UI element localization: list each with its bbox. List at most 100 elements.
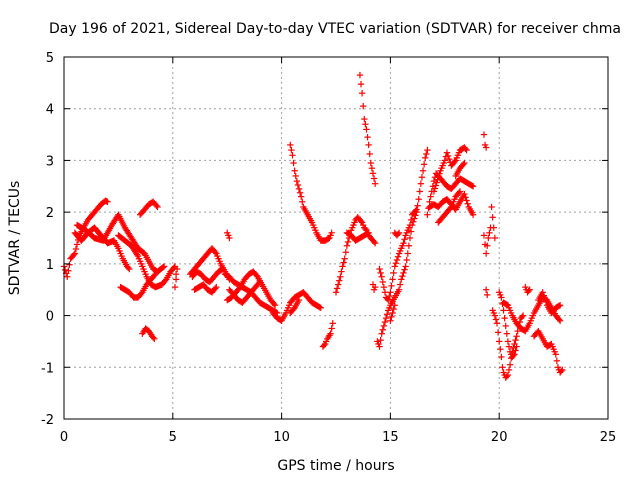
data-point-marker [430, 177, 438, 185]
data-point-marker [510, 352, 517, 359]
data-point-marker [328, 229, 335, 237]
data-point-marker [444, 152, 452, 160]
data-point-marker [383, 311, 391, 318]
data-point-marker [493, 320, 501, 327]
data-point-marker [427, 193, 434, 200]
data-point-marker [338, 268, 345, 275]
data-point-marker [357, 217, 365, 225]
data-point-marker [436, 170, 443, 177]
data-point-marker [434, 176, 441, 183]
data-point-marker [392, 260, 400, 267]
y-tick-label: 4 [46, 103, 54, 118]
data-point-marker [344, 238, 352, 246]
data-point-marker [334, 281, 342, 288]
data-point-marker [291, 167, 298, 174]
data-point-marker [541, 295, 549, 302]
data-point-marker [406, 234, 414, 242]
data-point-marker [386, 292, 393, 300]
data-point-marker [461, 159, 468, 167]
data-point-marker [503, 373, 511, 380]
data-point-marker [464, 200, 471, 207]
data-point-marker [431, 185, 439, 192]
data-point-marker [501, 314, 508, 322]
data-point-marker [133, 251, 141, 258]
data-point-marker [173, 265, 181, 273]
data-point-marker [253, 272, 260, 279]
data-point-marker [389, 276, 396, 283]
data-point-marker [496, 338, 503, 345]
data-point-marker [390, 305, 397, 313]
grid-lines [64, 57, 608, 419]
data-point-marker [70, 251, 77, 259]
data-point-marker [218, 266, 225, 273]
data-point-marker [489, 214, 496, 221]
data-point-marker [433, 179, 440, 186]
data-point-marker [293, 177, 301, 185]
data-point-marker [461, 190, 468, 198]
data-point-marker [380, 322, 388, 330]
data-point-marker [213, 283, 220, 291]
data-point-marker [71, 250, 79, 257]
data-point-marker [443, 149, 451, 156]
data-point-marker [342, 249, 349, 256]
data-point-marker [371, 180, 379, 187]
data-point-marker [362, 121, 369, 128]
data-point-marker [388, 313, 395, 321]
data-point-marker [357, 80, 365, 88]
data-point-marker [435, 173, 442, 180]
data-point-marker [399, 272, 406, 280]
data-point-marker [340, 259, 347, 266]
data-point-marker [290, 305, 297, 313]
data-point-marker [556, 317, 564, 324]
data-point-marker [339, 263, 346, 270]
data-point-marker [511, 351, 518, 358]
data-point-marker [73, 241, 81, 248]
data-point-marker [161, 277, 169, 284]
data-point-marker [378, 273, 385, 280]
data-point-marker [365, 229, 372, 237]
data-point-marker [480, 232, 488, 239]
plot-frame [63, 56, 609, 420]
data-point-marker [504, 371, 512, 379]
data-point-marker [363, 126, 370, 133]
data-point-marker [555, 302, 563, 310]
data-point-marker [485, 234, 492, 242]
data-point-marker [289, 152, 296, 159]
data-point-marker [299, 198, 306, 205]
data-point-marker [540, 292, 548, 299]
data-point-marker [456, 188, 464, 195]
data-point-marker [271, 302, 279, 309]
data-point-marker [382, 314, 390, 322]
data-point-marker [512, 347, 519, 354]
data-point-marker [387, 317, 394, 324]
data-point-marker [104, 198, 111, 205]
data-point-marker [329, 320, 336, 327]
data-point-marker [296, 189, 304, 196]
data-point-marker [387, 289, 394, 296]
data-point-marker [385, 296, 392, 304]
x-tick-label: 10 [273, 430, 290, 445]
y-tick-label: 1 [46, 258, 54, 273]
data-point-marker [61, 266, 69, 274]
data-point-marker [151, 272, 158, 279]
data-point-marker [171, 283, 179, 291]
data-point-marker [380, 283, 388, 291]
data-point-marker [417, 180, 425, 187]
data-point-marker [556, 302, 564, 309]
data-point-marker [64, 273, 71, 280]
data-point-marker [327, 330, 334, 337]
data-points [60, 71, 566, 381]
data-point-marker [395, 229, 403, 237]
data-point-marker [451, 158, 458, 165]
data-point-marker [368, 164, 376, 172]
data-point-marker [405, 242, 413, 249]
data-point-marker [505, 366, 513, 374]
data-point-marker [552, 351, 559, 358]
data-point-marker [401, 236, 408, 243]
y-tick-label: -1 [41, 361, 54, 376]
data-point-marker [519, 312, 527, 319]
data-point-marker [491, 234, 499, 242]
data-point-marker [297, 193, 305, 200]
data-point-marker [317, 304, 324, 312]
data-point-marker [503, 301, 511, 308]
